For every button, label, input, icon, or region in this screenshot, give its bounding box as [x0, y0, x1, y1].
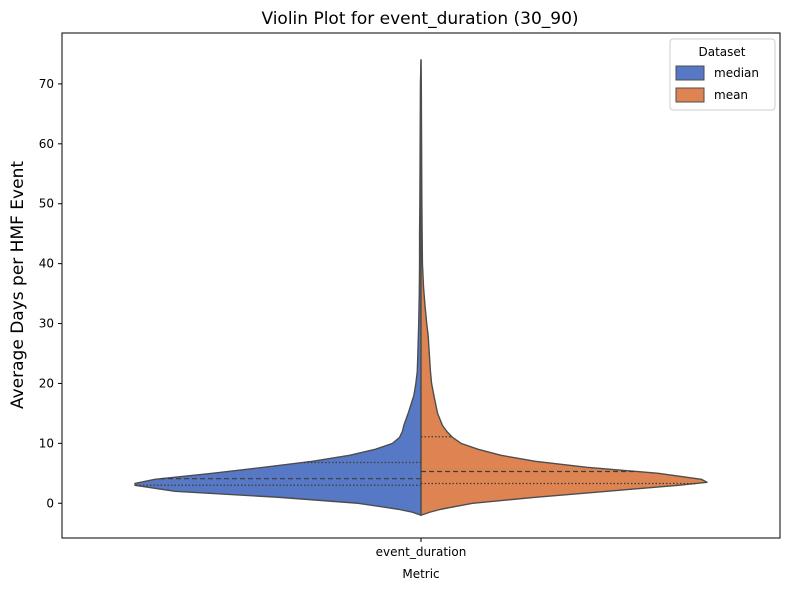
y-tick-label: 70	[39, 77, 54, 91]
chart-title: Violin Plot for event_duration (30_90)	[261, 9, 578, 29]
legend: Dataset median mean	[669, 38, 776, 111]
y-tick-label: 10	[39, 436, 54, 450]
legend-swatch-mean	[675, 87, 705, 103]
violin-mean	[420, 59, 708, 516]
plot-area	[134, 59, 708, 516]
y-tick-label: 20	[39, 376, 54, 390]
violin-median	[134, 59, 422, 516]
violin-body-median	[134, 59, 422, 516]
y-tick-label: 0	[46, 496, 54, 510]
legend-swatch-median	[675, 65, 705, 81]
legend-label-median: median	[714, 66, 759, 80]
legend-title: Dataset	[699, 45, 746, 59]
y-tick-label: 60	[39, 137, 54, 151]
x-tick-label: event_duration	[376, 545, 467, 559]
violin-body-mean	[420, 59, 708, 516]
y-axis: 0 10 20 30 40 50 60 70	[39, 77, 62, 510]
x-axis-label: Metric	[402, 567, 439, 581]
x-axis: event_duration	[376, 538, 467, 559]
legend-label-mean: mean	[714, 88, 748, 102]
y-tick-label: 50	[39, 197, 54, 211]
y-tick-label: 30	[39, 317, 54, 331]
y-axis-label: Average Days per HMF Event	[8, 161, 28, 409]
y-tick-label: 40	[39, 257, 54, 271]
